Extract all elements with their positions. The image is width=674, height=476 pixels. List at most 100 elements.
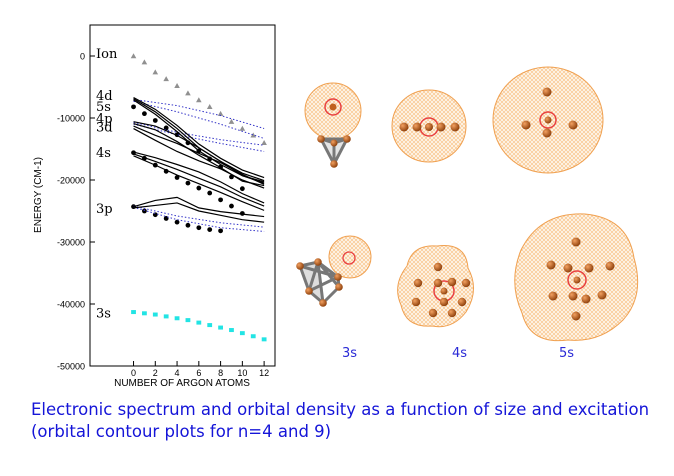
caption-line-2: (orbital contour plots for n=4 and 9) [31, 422, 332, 441]
series-line-4s-line-3 [133, 155, 265, 211]
y-tick-label: -10000 [57, 114, 85, 124]
data-point-5s-dots [239, 186, 245, 192]
series-line-blue-b [133, 100, 265, 139]
data-point-3p-dots [218, 228, 223, 234]
level-label: 4d [96, 89, 113, 104]
x-axis-ticks: 0 2 4 6 8 10 12 [131, 361, 269, 378]
level-label: 3d [96, 121, 113, 136]
y-tick-label: -40000 [57, 300, 85, 310]
level-label: 4p [96, 112, 113, 127]
orbital-3s-cluster [296, 235, 372, 307]
series-line-blue-f [133, 206, 265, 232]
data-point-3s [131, 310, 136, 315]
data-point-ion [174, 82, 180, 88]
series-line-blue-e [133, 205, 265, 228]
data-point-3s [142, 311, 147, 316]
series-layer [130, 53, 267, 342]
x-axis-label: NUMBER OF ARGON ATOMS [114, 378, 250, 389]
data-point-3p-dots [174, 219, 180, 225]
data-point-3p-dots [196, 225, 202, 231]
data-point-3s [250, 334, 256, 339]
data-point-3s [196, 320, 202, 325]
series-line-3p-line-1 [133, 196, 265, 218]
y-axis-label: ENERGY (CM-1) [33, 157, 44, 233]
orbital-5s-top [492, 66, 604, 174]
level-label: 4s [96, 146, 111, 161]
caption-line-1: Electronic spectrum and orbital density … [31, 400, 650, 419]
series-line-4s-line-1 [133, 151, 265, 204]
data-point-3s [218, 325, 223, 330]
data-point-ion [185, 90, 191, 96]
data-point-ion [152, 69, 159, 75]
level-label: 3p [96, 202, 113, 217]
orbital-4s-top [391, 89, 467, 163]
level-label: Ion [96, 47, 118, 62]
data-point-4s-dots [174, 175, 180, 180]
data-point-ion [250, 132, 257, 138]
cluster-triangle [317, 135, 351, 168]
level-label: 5s [96, 100, 111, 115]
y-tick-label: 0 [80, 52, 85, 62]
series-line-3d-line-1 [133, 125, 265, 185]
y-tick-label: -50000 [57, 362, 85, 372]
data-point-ion [196, 97, 202, 103]
x-tick-label: 10 [237, 368, 247, 378]
series-line-3d-line-2 [133, 128, 265, 189]
series-line-4s-line-2 [133, 153, 265, 207]
data-point-3s [174, 316, 180, 321]
data-point-3s [185, 318, 191, 323]
series-line-blue-c [133, 121, 265, 146]
data-point-4s-dots [185, 180, 191, 186]
data-point-ion [141, 59, 148, 65]
orbital-label-4s: 4s [452, 346, 468, 361]
data-point-3p-dots [207, 227, 213, 233]
data-point-4s-dots [218, 197, 223, 203]
data-point-3s [152, 312, 158, 317]
series-line-blue-a [133, 98, 265, 130]
level-label: 3s [96, 307, 111, 322]
data-point-4s-dots [196, 185, 202, 191]
orbital-5s-bottom [514, 213, 639, 342]
data-point-3s [229, 328, 234, 333]
y-tick-label: -30000 [57, 238, 85, 248]
orbital-label-5s: 5s [559, 346, 575, 361]
data-point-5s-dots [131, 104, 136, 110]
x-tick-label: 8 [218, 368, 223, 378]
orbital-core [324, 98, 342, 116]
data-point-3p-dots [185, 222, 191, 228]
series-line-4p-line-2 [133, 123, 265, 187]
series-line-4p-line-1 [133, 121, 265, 183]
orbital-3s-small [304, 82, 362, 140]
data-point-5s-dots [142, 111, 147, 117]
data-point-ion [239, 125, 246, 131]
x-tick-label: 2 [153, 368, 158, 378]
figure-caption: Electronic spectrum and orbital density … [31, 399, 671, 443]
data-point-ion [261, 140, 267, 145]
data-point-3p-dots [142, 208, 147, 214]
data-point-ion [206, 104, 213, 110]
x-tick-label: 4 [175, 368, 180, 378]
data-point-ion [130, 53, 137, 59]
y-tick-label: -20000 [57, 176, 85, 186]
data-point-3s [163, 314, 169, 319]
data-point-3s [207, 323, 213, 328]
data-point-4s-dots [207, 190, 213, 196]
data-point-ion [228, 118, 235, 124]
plot-frame [89, 24, 276, 367]
x-tick-label: 0 [131, 368, 136, 378]
orbital-4s-bottom [397, 244, 474, 328]
data-point-ion [163, 76, 169, 82]
data-point-4s-dots [229, 203, 234, 209]
y-axis-ticks: 0 -10000 -20000 -30000 -40000 -50000 [57, 52, 95, 372]
orbital-label-3s: 3s [342, 346, 358, 361]
series-line-3p-line-2 [133, 202, 265, 223]
series-line-4d-line-1 [133, 97, 265, 179]
data-point-3s [239, 331, 245, 336]
data-point-5s-dots [152, 118, 158, 123]
x-tick-label: 12 [259, 368, 269, 378]
data-point-3s [261, 337, 267, 342]
x-tick-label: 6 [196, 368, 201, 378]
